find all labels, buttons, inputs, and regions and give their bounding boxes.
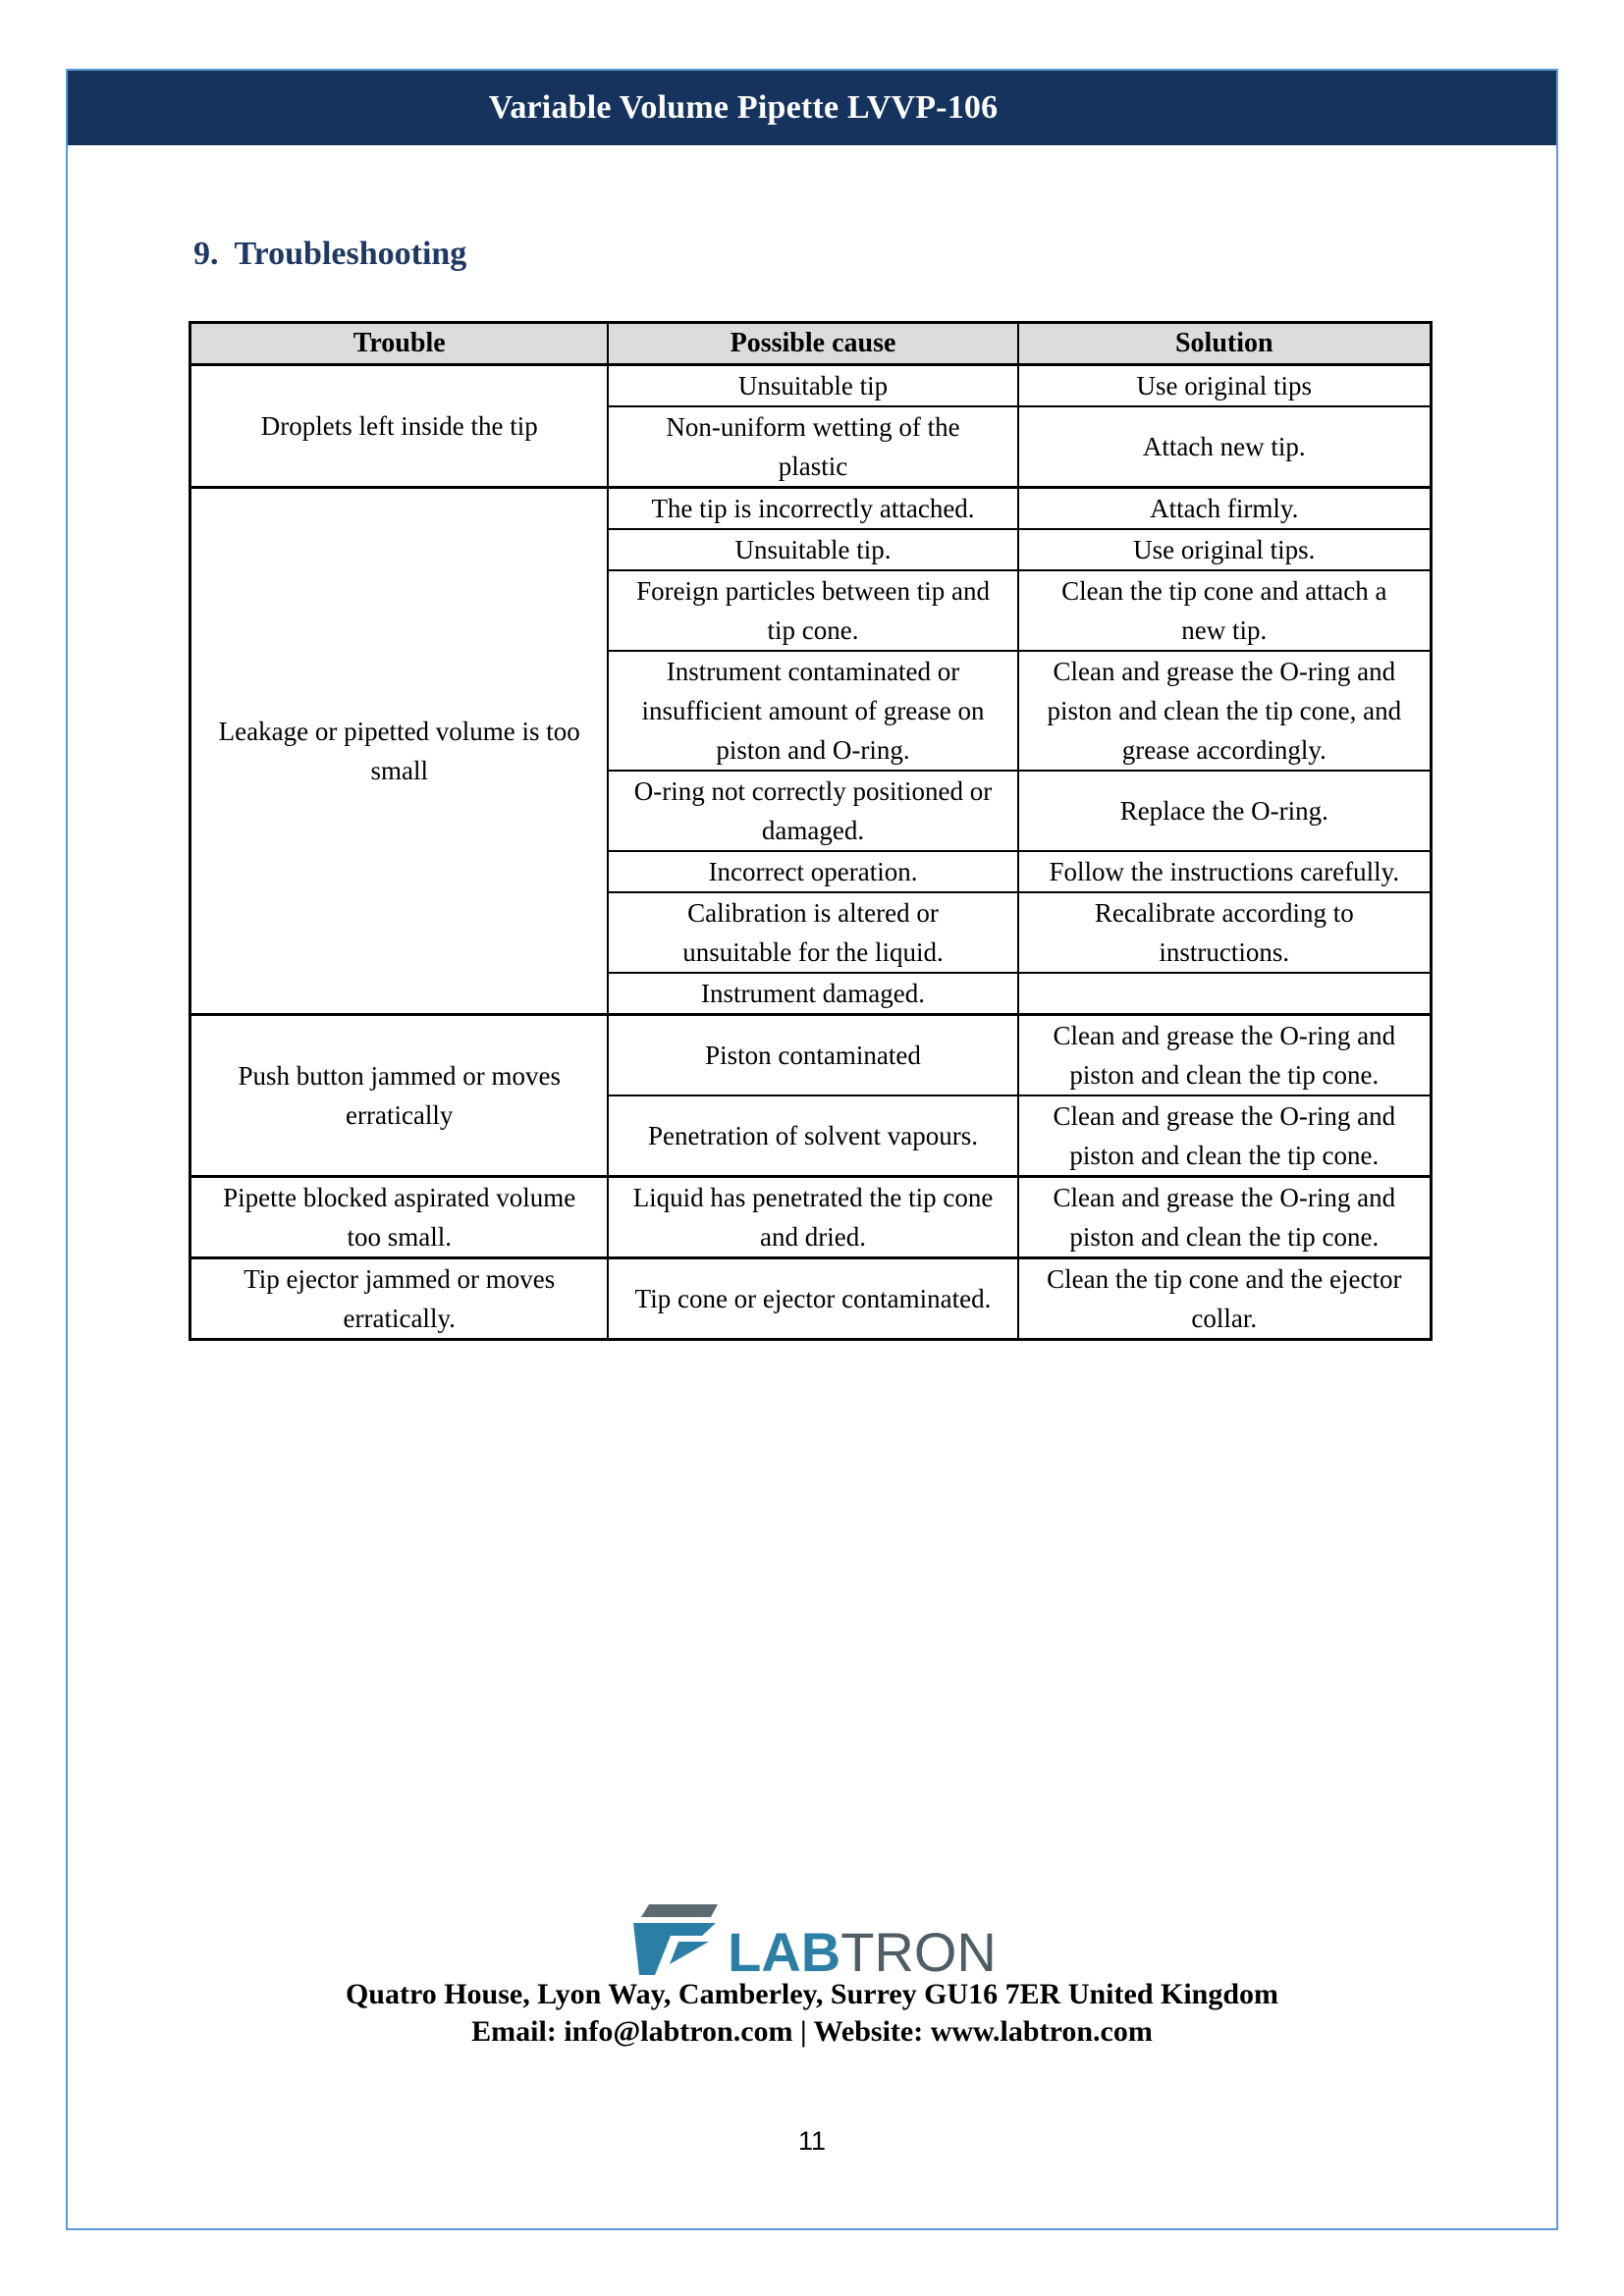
possible-cause-cell: Liquid has penetrated the tip cone and d… <box>607 1175 1019 1259</box>
possible-cause-cell: Unsuitable tip. <box>607 528 1019 571</box>
solution-cell <box>1016 972 1433 1016</box>
table-row: Unsuitable tip. Use original tips. <box>190 528 1433 571</box>
solution-cell: Use original tips. <box>1016 528 1433 571</box>
table-row: Incorrect operation. Follow the instructi… <box>190 850 1433 893</box>
trouble-cell: Pipette blocked aspirated volume too sma… <box>189 1175 610 1259</box>
labtron-monogram-icon <box>633 1904 719 1975</box>
possible-cause-cell: Non-uniform wetting of the plastic <box>607 405 1019 489</box>
table-row: Tip ejector jammed or moves erratically.… <box>189 1256 1433 1341</box>
document-title: Variable Volume Pipette LVVP-106 <box>488 89 999 126</box>
table-row: Leakage or pipetted volume is too small T… <box>189 486 1433 1016</box>
table-row: Instrument damaged. <box>190 972 1433 1016</box>
logo-text-tron: TRON <box>840 1921 997 1983</box>
solution-cell: Attach new tip. <box>1016 405 1433 489</box>
labtron-logo: LAB TRON <box>68 1904 1556 1983</box>
footer-contact: Email: info@labtron.com | Website: www.l… <box>471 2015 1153 2048</box>
table-row: Non-uniform wetting of the plastic Attach… <box>190 405 1433 489</box>
trouble-cell: Tip ejector jammed or moves erratically. <box>189 1256 610 1341</box>
table-row: Foreign particles between tip and tip co… <box>190 569 1433 652</box>
logo-text-lab: LAB <box>728 1921 841 1983</box>
solution-cell: Clean and grease the O-ring and piston a… <box>1016 650 1433 772</box>
table-row: Droplets left inside the tip Unsuitable t… <box>189 363 1433 489</box>
document-header-bar: Variable Volume Pipette LVVP-106 <box>68 71 1556 145</box>
possible-cause-cell: Instrument damaged. <box>607 972 1019 1016</box>
column-header-possible-cause: Possible cause <box>607 321 1019 366</box>
section-number: 9. <box>193 236 219 272</box>
trouble-cell: Push button jammed or moves erratically <box>189 1013 610 1178</box>
solution-cell: Clean and grease the O-ring and piston a… <box>1016 1175 1433 1259</box>
table-row: O-ring not correctly positioned or damag… <box>190 770 1433 852</box>
column-header-trouble: Trouble <box>189 321 610 366</box>
possible-cause-cell: Calibration is altered or unsuitable for… <box>607 891 1019 974</box>
troubleshooting-table-body: Droplets left inside the tip Unsuitable t… <box>189 363 1433 1341</box>
table-row: Instrument contaminated or insufficient … <box>190 650 1433 772</box>
possible-cause-cell: Instrument contaminated or insufficient … <box>607 650 1019 772</box>
possible-cause-cell: Incorrect operation. <box>607 850 1019 893</box>
solution-cell: Follow the instructions carefully. <box>1016 850 1433 893</box>
possible-cause-cell: Unsuitable tip <box>607 363 1019 407</box>
possible-cause-cell: Foreign particles between tip and tip co… <box>607 569 1019 652</box>
page-border-frame: Variable Volume Pipette LVVP-106 9. Troub… <box>66 69 1558 2230</box>
footer-address: Quatro House, Lyon Way, Camberley, Surre… <box>345 1978 1279 2010</box>
possible-cause-cell: Tip cone or ejector contaminated. <box>607 1256 1019 1341</box>
troubleshooting-table: Trouble Possible cause Solution Droplets… <box>189 321 1433 1341</box>
table-header-row: Trouble Possible cause Solution <box>189 321 1433 366</box>
section-heading: 9. Troubleshooting <box>193 236 466 273</box>
solution-cell: Clean the tip cone and the ejector colla… <box>1016 1256 1433 1341</box>
table-row: Pipette blocked aspirated volume too sma… <box>189 1175 1433 1259</box>
solution-cell: Replace the O-ring. <box>1016 770 1433 852</box>
table-row: Push button jammed or moves erratically P… <box>189 1013 1433 1178</box>
table-row: Calibration is altered or unsuitable for… <box>190 891 1433 974</box>
solution-cell: Attach firmly. <box>1016 486 1433 530</box>
possible-cause-cell: O-ring not correctly positioned or damag… <box>607 770 1019 852</box>
column-header-solution: Solution <box>1016 321 1433 366</box>
solution-cell: Clean and grease the O-ring and piston a… <box>1016 1095 1433 1178</box>
possible-cause-cell: The tip is incorrectly attached. <box>607 486 1019 530</box>
section-title: Troubleshooting <box>234 236 467 272</box>
solution-cell: Clean the tip cone and attach a new tip. <box>1016 569 1433 652</box>
possible-cause-cell: Penetration of solvent vapours. <box>607 1095 1019 1178</box>
page-number: 11 <box>797 2126 827 2156</box>
trouble-cell: Leakage or pipetted volume is too small <box>189 486 610 1016</box>
solution-cell: Use original tips <box>1016 363 1433 407</box>
trouble-cell: Droplets left inside the tip <box>189 363 610 489</box>
solution-cell: Recalibrate according to instructions. <box>1016 891 1433 974</box>
table-row: Penetration of solvent vapours. Clean and… <box>190 1095 1433 1178</box>
possible-cause-cell: Piston contaminated <box>607 1013 1019 1096</box>
solution-cell: Clean and grease the O-ring and piston a… <box>1016 1013 1433 1096</box>
